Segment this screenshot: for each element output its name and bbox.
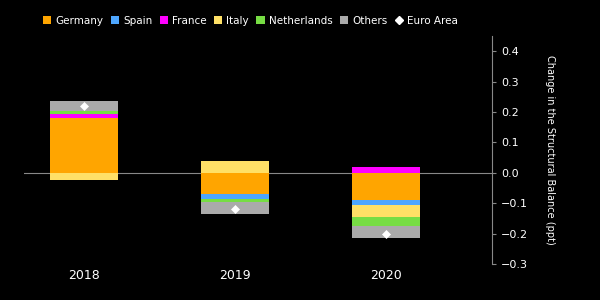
Bar (50, 114, 118, 118)
Bar (352, 205, 420, 217)
Bar (202, 202, 269, 214)
Bar (352, 217, 420, 226)
Bar (202, 173, 269, 194)
Bar (352, 200, 420, 205)
Bar (352, 173, 420, 200)
Legend: Germany, Spain, France, Italy, Netherlands, Others, Euro Area: Germany, Spain, France, Italy, Netherlan… (38, 12, 463, 30)
Bar (202, 199, 269, 202)
Bar (202, 160, 269, 173)
Bar (50, 173, 118, 180)
Bar (202, 194, 269, 199)
Bar (50, 111, 118, 114)
Bar (50, 118, 118, 173)
Bar (352, 226, 420, 238)
Bar (50, 101, 118, 111)
Y-axis label: Change in the Structural Balance (ppt): Change in the Structural Balance (ppt) (545, 55, 555, 245)
Bar (352, 167, 420, 173)
